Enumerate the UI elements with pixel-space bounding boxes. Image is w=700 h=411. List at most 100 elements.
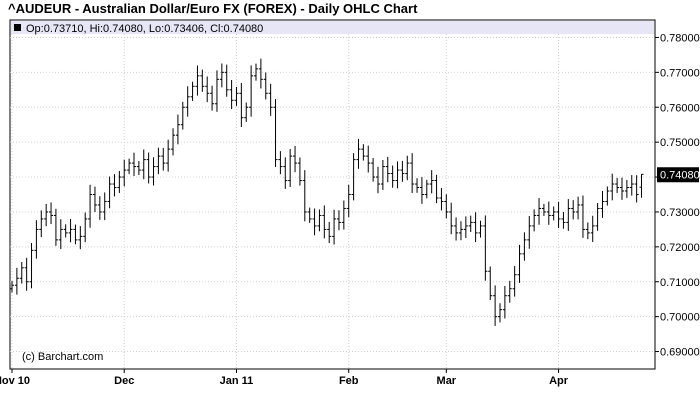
ohlc-bar <box>297 157 302 186</box>
ohlc-bar <box>580 195 585 238</box>
ohlc-bar <box>263 72 268 100</box>
ohlc-bar <box>68 218 73 243</box>
legend-marker <box>14 24 21 31</box>
ohlc-bar <box>449 202 454 235</box>
y-tick-label: 0.73000 <box>660 207 700 219</box>
y-tick-label: 0.77000 <box>660 67 700 79</box>
ohlc-bar <box>195 65 200 96</box>
ohlc-bar <box>595 203 600 231</box>
ohlc-legend-text: Op:0.73710, Hi:0.74080, Lo:0.73406, Cl:0… <box>26 23 263 35</box>
ohlc-bar <box>468 215 473 232</box>
ohlc-bar <box>463 216 468 238</box>
ohlc-bar <box>219 63 224 88</box>
ohlc-bar <box>507 280 512 303</box>
ohlc-bar <box>371 158 376 182</box>
ohlc-bar <box>571 200 576 220</box>
ohlc-bar <box>517 244 522 283</box>
ohlc-bar <box>107 176 112 209</box>
ohlc-bar <box>400 160 405 182</box>
ohlc-bar <box>302 170 307 222</box>
ohlc-bar <box>97 196 102 220</box>
ohlc-bar <box>361 144 366 161</box>
ohlc-bar <box>341 200 346 230</box>
x-tick-label: Jan 11 <box>220 375 254 387</box>
ohlc-bar <box>502 285 507 319</box>
ohlc-bar <box>156 147 161 175</box>
ohlc-bar <box>190 81 195 101</box>
ohlc-bar <box>180 101 185 130</box>
ohlc-bar <box>556 201 561 229</box>
ohlc-bar <box>620 177 624 200</box>
ohlc-bar <box>14 267 19 295</box>
ohlc-bar <box>419 177 424 204</box>
x-tick-label: Dec <box>114 375 134 387</box>
ohlc-bar <box>293 146 298 173</box>
x-tick-label: Nov 10 <box>0 375 30 387</box>
ohlc-bar <box>346 184 351 218</box>
ohlc-bar <box>380 159 385 190</box>
ohlc-bar <box>239 82 244 128</box>
last-price-label: 0.74080 <box>660 169 700 181</box>
ohlc-bar <box>78 226 83 250</box>
y-tick-label: 0.78000 <box>660 32 700 44</box>
ohlc-bar <box>527 216 532 249</box>
ohlc-bar <box>185 86 190 117</box>
ohlc-bar <box>229 80 234 110</box>
y-axis: 0.69000 0.70000 0.71000 0.72000 0.73000 0.740… <box>655 32 700 359</box>
ohlc-bar <box>244 102 249 122</box>
ohlc-bar <box>29 243 34 289</box>
ohlc-bar <box>175 114 180 145</box>
ohlc-bar <box>488 266 493 301</box>
ohlc-bar <box>53 208 58 246</box>
ohlc-bar <box>541 203 546 217</box>
ohlc-bar <box>283 157 288 189</box>
ohlc-bar <box>356 138 361 169</box>
ohlc-bar <box>214 70 219 112</box>
ohlc-bar <box>434 174 439 204</box>
ohlc-bar <box>312 208 317 236</box>
ohlc-bar <box>327 221 332 244</box>
ohlc-bar <box>273 99 278 167</box>
ohlc-bar <box>351 153 356 201</box>
y-tick-label: 0.72000 <box>660 242 700 254</box>
ohlc-bar <box>376 166 380 194</box>
ohlc-bar <box>224 64 229 97</box>
ohlc-bar <box>585 222 590 240</box>
ohlc-bar <box>473 212 478 243</box>
ohlc-bars <box>10 58 644 326</box>
ohlc-bar <box>44 203 49 227</box>
ohlc-bar <box>615 177 620 194</box>
ohlc-bar <box>258 58 263 89</box>
ohlc-bar <box>136 161 141 176</box>
ohlc-bar <box>200 69 205 92</box>
ohlc-bar <box>590 215 595 243</box>
ohlc-bar <box>278 151 283 175</box>
ohlc-bar <box>322 205 327 239</box>
ohlc-bar <box>58 219 63 250</box>
last-price-tag <box>657 167 699 183</box>
ohlc-bar <box>483 215 488 281</box>
x-tick-label: Mar <box>437 375 457 387</box>
ohlc-bar <box>424 179 429 199</box>
ohlc-bar <box>429 170 434 194</box>
ohlc-bar <box>19 261 24 284</box>
ohlc-bar <box>605 186 610 206</box>
ohlc-bar <box>390 165 395 188</box>
ohlc-bar <box>112 174 117 197</box>
ohlc-bar <box>458 221 463 241</box>
ohlc-bar <box>629 175 634 196</box>
ohlc-bar <box>132 152 136 176</box>
y-tick-label: 0.75000 <box>660 137 700 149</box>
ohlc-bar <box>73 224 78 245</box>
ohlc-bar <box>288 148 293 187</box>
ohlc-bar <box>254 63 258 81</box>
ohlc-bar <box>10 281 14 293</box>
ohlc-bar <box>634 175 639 203</box>
ohlc-bar <box>566 199 571 231</box>
ohlc-bar <box>639 173 644 198</box>
ohlc-bar <box>49 202 54 225</box>
ohlc-bar <box>166 139 171 172</box>
ohlc-bar <box>385 156 390 183</box>
y-tick-label: 0.70000 <box>660 312 700 324</box>
